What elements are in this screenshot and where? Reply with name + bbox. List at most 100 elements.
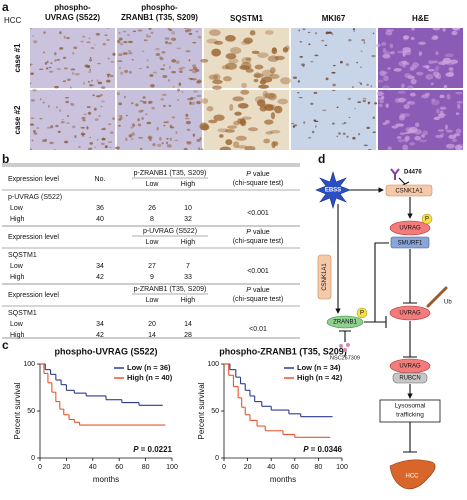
stain: [219, 146, 231, 150]
y-tick-label: 0: [215, 455, 219, 462]
stain: [102, 137, 105, 140]
stain: [208, 119, 218, 124]
kinase-box: [385, 184, 433, 197]
stain: [378, 103, 383, 108]
stain: [94, 118, 99, 121]
stain: [313, 91, 318, 95]
stain: [46, 60, 49, 64]
stain: [118, 32, 121, 34]
stain: [67, 78, 71, 82]
stain: [128, 134, 133, 138]
stain: [401, 113, 411, 117]
tables: Expression level No. p-ZRANB1 (T35, S209) L…: [2, 163, 300, 339]
stain: [325, 77, 329, 81]
node-label: CSNK1A1: [322, 263, 328, 291]
stain: [243, 37, 253, 44]
stain: [439, 106, 447, 110]
stain: [186, 128, 191, 131]
table-heading: High: [181, 239, 196, 246]
stain: [341, 123, 345, 125]
stain: [45, 67, 49, 70]
stain: [412, 61, 420, 68]
stain: [66, 36, 70, 40]
table-heading: High: [181, 181, 196, 188]
stain: [150, 31, 154, 34]
stain: [110, 131, 114, 135]
stain: [403, 36, 409, 41]
stain: [130, 126, 134, 129]
stain: [119, 116, 123, 120]
x-tick-label: 100: [336, 464, 348, 471]
stain: [320, 39, 325, 42]
x-tick-label: 60: [115, 464, 123, 471]
stain: [445, 72, 454, 77]
stain: [377, 97, 384, 101]
stain: [39, 118, 43, 120]
stain: [65, 100, 69, 104]
stain: [169, 137, 172, 141]
node-label: P: [360, 311, 364, 317]
p-number: = 0.0346: [311, 445, 343, 454]
stain: [89, 68, 92, 72]
stain: [63, 56, 67, 60]
legend-label: High (n = 42): [297, 373, 343, 382]
stain: [30, 72, 34, 76]
stain: [87, 111, 92, 115]
stain: [118, 115, 123, 117]
stain: [63, 35, 66, 39]
stain: [157, 143, 162, 147]
stain: [38, 68, 44, 70]
stain: [86, 41, 91, 44]
table-cell: Low: [10, 205, 24, 212]
stain: [192, 41, 197, 44]
stain: [44, 61, 48, 65]
stain: [257, 52, 269, 58]
stain: [67, 114, 69, 118]
stain: [112, 52, 116, 56]
stain: [444, 53, 454, 58]
p-word: value: [253, 229, 270, 236]
stain: [179, 70, 183, 74]
stain: [249, 30, 256, 36]
stain: [118, 53, 123, 57]
column-headers: phospho-UVRAG (S522)phospho-ZRANB1 (T35,…: [45, 3, 430, 23]
stain: [56, 106, 58, 109]
stain: [258, 84, 269, 89]
stain: [60, 121, 65, 124]
stain: [446, 93, 451, 100]
stain: [398, 60, 407, 67]
stain: [399, 113, 406, 119]
stain: [49, 141, 54, 145]
x-tick-label: 20: [63, 464, 71, 471]
stain: [64, 97, 70, 99]
stain: [162, 104, 166, 108]
stain: [372, 131, 376, 133]
stain: [360, 50, 363, 52]
stain: [142, 96, 146, 99]
stain: [48, 66, 52, 69]
stain: [200, 124, 210, 131]
stain: [139, 147, 143, 150]
stain: [241, 82, 248, 89]
smurf1-box: [390, 236, 430, 249]
stain: [59, 47, 63, 51]
stain: [185, 50, 191, 53]
p-value: <0.01: [249, 326, 267, 333]
stain: [100, 128, 106, 131]
table-cell: 14: [148, 332, 156, 339]
stain: [117, 60, 123, 62]
table-heading: p-UVRAG (S522): [143, 228, 197, 235]
x-tick-label: 40: [89, 464, 97, 471]
stain: [213, 114, 225, 121]
panel-label: b: [2, 152, 9, 166]
stain: [208, 29, 221, 36]
stain: [421, 134, 425, 138]
stain: [280, 77, 292, 85]
stain: [440, 132, 445, 137]
micrograph: [291, 90, 376, 150]
stain: [397, 90, 406, 94]
stain: [196, 94, 202, 98]
x-tick-label: 0: [38, 464, 42, 471]
stain: [449, 59, 459, 64]
stain: [430, 82, 434, 86]
